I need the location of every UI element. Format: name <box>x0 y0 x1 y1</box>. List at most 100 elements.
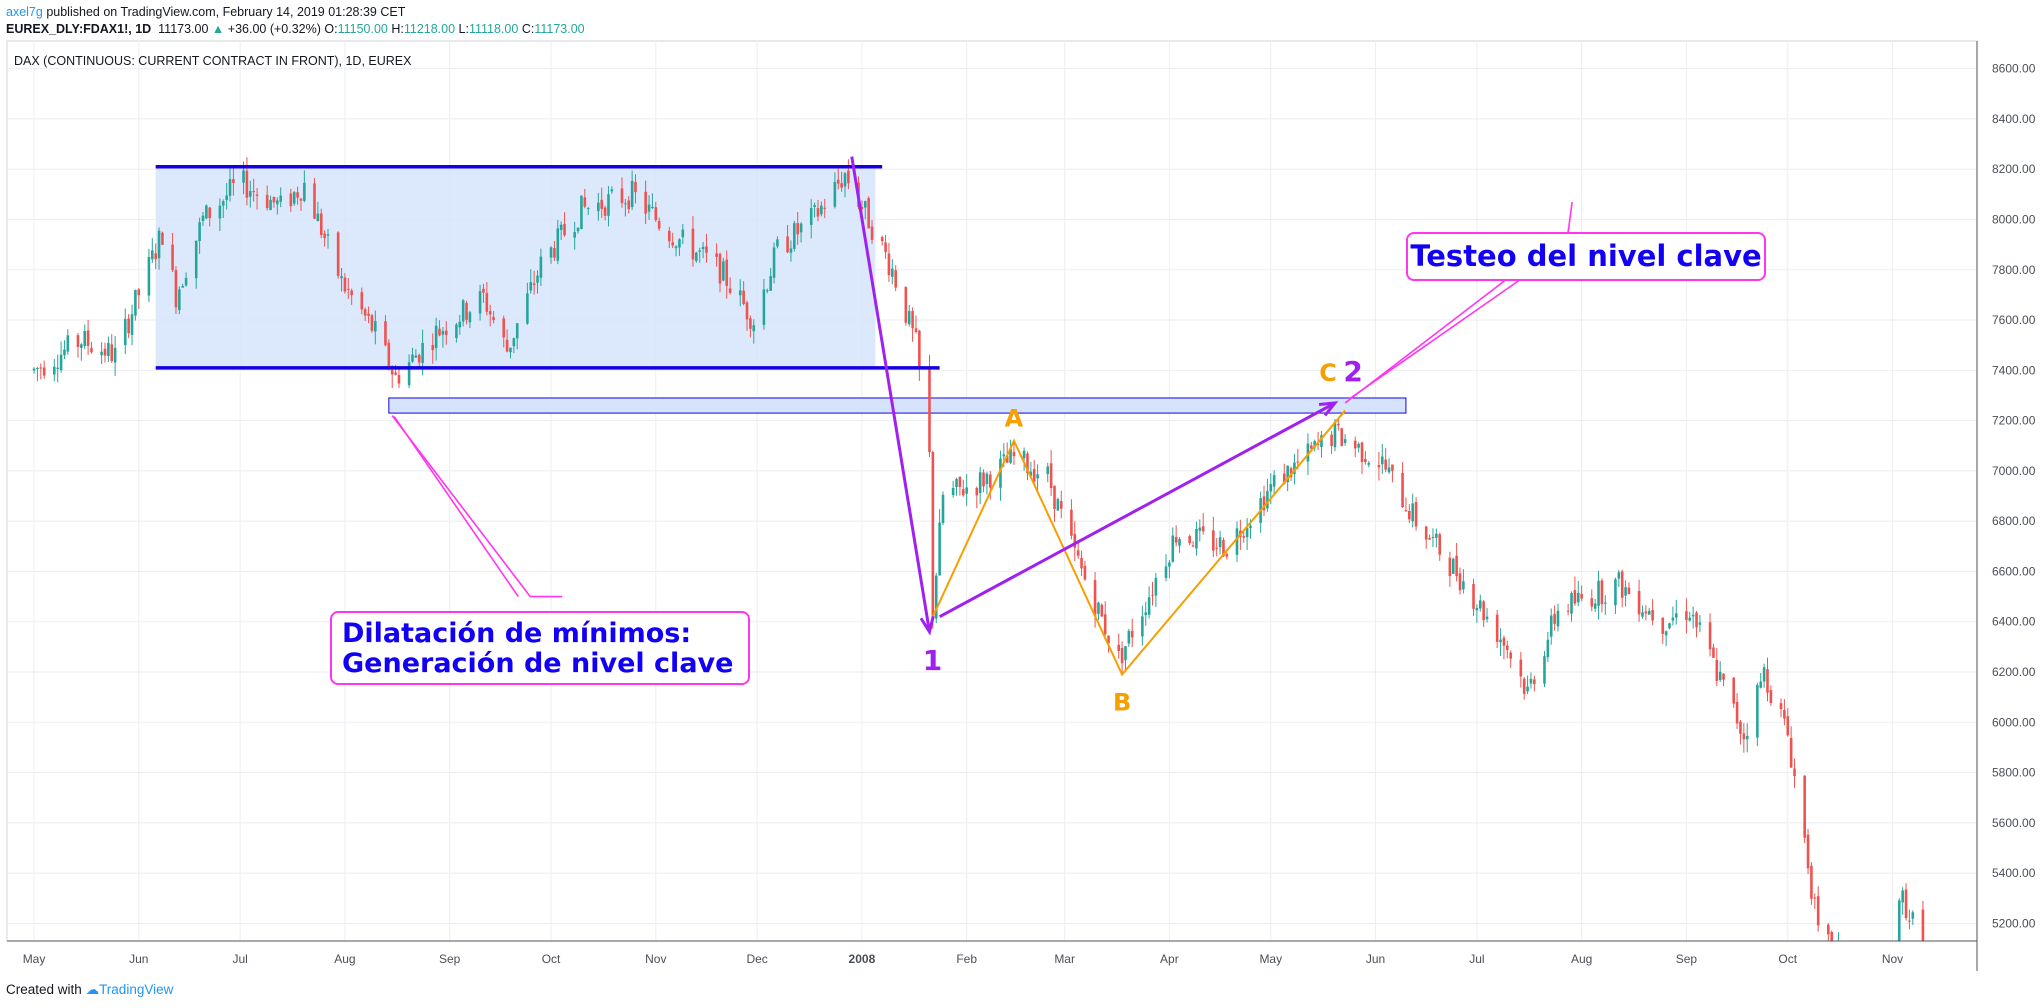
candle-body <box>918 330 921 369</box>
candle-body <box>657 220 661 229</box>
y-tick-label: 5600.00 <box>1992 816 2036 830</box>
candle-body <box>198 222 201 242</box>
candle-body <box>76 335 80 348</box>
candle-body <box>53 366 56 375</box>
candle-body <box>340 276 343 279</box>
candle-body <box>840 183 843 188</box>
wave-label-a: A <box>1005 405 1024 433</box>
candle-body <box>343 277 347 292</box>
y-tick-label: 8200.00 <box>1992 162 2036 176</box>
candle-body <box>789 248 793 253</box>
candle-body <box>1333 421 1337 448</box>
x-tick-label: Nov <box>645 952 666 966</box>
dilatacion-annotation[interactable]: Dilatación de mínimos: Generación de nive… <box>330 611 750 685</box>
candle-body <box>485 292 489 312</box>
x-tick-label: Jul <box>232 952 247 966</box>
key-level-zone <box>388 397 1407 414</box>
candle-body <box>809 208 813 225</box>
candle-body <box>1806 834 1810 869</box>
candle-body <box>1360 442 1364 462</box>
tradingview-brand[interactable]: TradingView <box>99 982 174 997</box>
candle-body <box>414 355 418 358</box>
candle-body <box>1674 613 1678 618</box>
y-tick-label: 8000.00 <box>1992 212 2036 226</box>
author-link[interactable]: axel7g <box>6 5 43 19</box>
candle-body <box>1455 555 1458 577</box>
candle-body <box>870 226 874 240</box>
candle-body <box>83 331 87 346</box>
candle-body <box>847 170 850 184</box>
candle-body <box>279 195 283 202</box>
dilatacion-leader-line-2 <box>393 416 519 598</box>
candle-body <box>816 208 820 217</box>
candle-body <box>1901 890 1904 903</box>
candle-body <box>1448 557 1452 577</box>
price-chart[interactable]: DAX (CONTINUOUS: CURRENT CONTRACT IN FRO… <box>0 40 2041 975</box>
candle-body <box>1549 615 1553 637</box>
candle-body <box>1097 602 1100 614</box>
candle-body <box>1282 473 1286 485</box>
candle-body <box>1668 623 1671 629</box>
candle-body <box>1911 912 1915 919</box>
candle-body <box>985 473 989 484</box>
candle-body <box>1201 526 1205 532</box>
testeo-annotation[interactable]: Testeo del nivel clave <box>1406 232 1766 281</box>
dilatacion-leader-line <box>391 415 563 598</box>
y-tick-label: 5400.00 <box>1992 866 2036 880</box>
candle-body <box>1769 690 1773 703</box>
candle-body <box>36 367 39 370</box>
candle-body <box>390 369 394 375</box>
candle-body <box>776 239 779 247</box>
candle-body <box>975 487 979 496</box>
candle-body <box>1076 550 1080 556</box>
candle-body <box>492 316 495 321</box>
symbol-label: EUREX_DLY:FDAX1!, 1D <box>6 22 152 36</box>
candle-body <box>1431 536 1435 538</box>
candle-body <box>820 205 823 215</box>
y-tick-label: 8400.00 <box>1992 112 2036 126</box>
candle-body <box>651 206 654 208</box>
candle-body <box>465 302 468 320</box>
candle-body <box>728 288 732 293</box>
candle-body <box>1195 528 1198 549</box>
candle-body <box>600 199 604 209</box>
candle-body <box>813 205 816 207</box>
candle-body <box>1340 428 1344 446</box>
candle-body <box>863 201 867 208</box>
candle-body <box>1509 652 1512 659</box>
candle-body <box>1059 501 1063 509</box>
candle-body <box>387 342 391 368</box>
candle-body <box>938 522 941 576</box>
y-tick-label: 7800.00 <box>1992 263 2036 277</box>
candle-body <box>488 311 492 315</box>
candle-body <box>1506 645 1509 650</box>
candle-body <box>1046 466 1050 475</box>
candle-body <box>59 354 63 371</box>
candle-body <box>1745 735 1749 740</box>
candle-body <box>265 194 269 209</box>
y-axis[interactable]: 5200.00 5400.00 5600.00 5800.00 6000.00 6200.… <box>1976 41 2036 971</box>
candle-body <box>63 349 66 356</box>
candle-body <box>468 312 472 323</box>
candle-body <box>1546 639 1550 658</box>
x-tick-label: Aug <box>334 952 355 966</box>
tradingview-logo-icon[interactable]: ☁ <box>85 982 100 997</box>
candle-body <box>205 205 208 219</box>
candle-body <box>1198 527 1202 531</box>
x-tick-label: Jun <box>1366 952 1385 966</box>
candle-body <box>1141 616 1144 637</box>
x-axis[interactable]: May Jun Jul Aug Sep Oct Nov Dec 2008 Feb Mar Apr May… <box>7 940 1977 966</box>
candle-body <box>228 179 232 196</box>
candle-body <box>363 309 367 316</box>
candle-body <box>218 205 222 219</box>
candle-body <box>718 253 722 284</box>
candle-body <box>1762 667 1766 682</box>
candle-body <box>1685 611 1688 620</box>
zones-layer <box>155 166 1407 414</box>
candle-body <box>1218 537 1222 548</box>
candle-body <box>1154 577 1158 596</box>
candle-body <box>1353 440 1357 449</box>
candle-body <box>100 351 103 356</box>
candle-body <box>1735 701 1739 724</box>
candle-body <box>772 247 776 278</box>
